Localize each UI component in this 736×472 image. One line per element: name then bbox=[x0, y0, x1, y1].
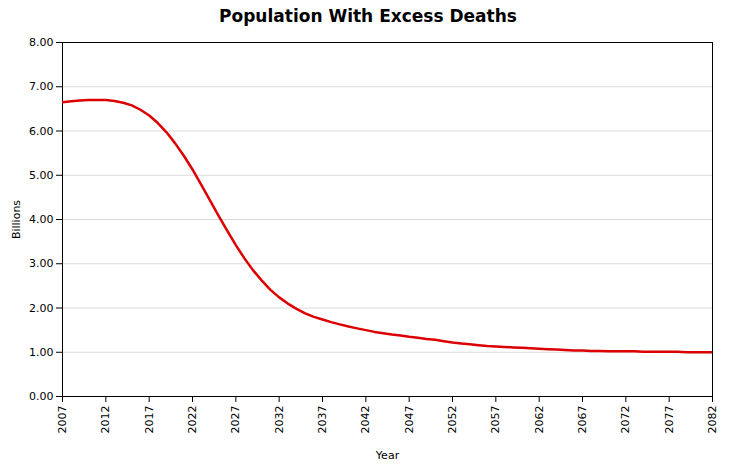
svg-text:2052: 2052 bbox=[446, 406, 459, 434]
svg-text:Year: Year bbox=[375, 449, 400, 462]
svg-text:2077: 2077 bbox=[663, 406, 676, 434]
svg-text:3.00: 3.00 bbox=[29, 257, 54, 270]
svg-text:6.00: 6.00 bbox=[29, 125, 54, 138]
svg-text:8.00: 8.00 bbox=[29, 36, 54, 49]
svg-text:1.00: 1.00 bbox=[29, 346, 54, 359]
svg-text:4.00: 4.00 bbox=[29, 213, 54, 226]
svg-text:2057: 2057 bbox=[489, 406, 502, 434]
svg-text:2007: 2007 bbox=[56, 406, 69, 434]
html-text:Population With Excess Deaths: Population With Excess Deaths bbox=[219, 6, 517, 26]
svg-text:2012: 2012 bbox=[99, 406, 112, 434]
svg-text:2047: 2047 bbox=[403, 406, 416, 434]
svg-text:5.00: 5.00 bbox=[29, 169, 54, 182]
svg-text:0.00: 0.00 bbox=[29, 390, 54, 403]
svg-text:7.00: 7.00 bbox=[29, 80, 54, 93]
svg-text:2067: 2067 bbox=[576, 406, 589, 434]
svg-text:2017: 2017 bbox=[143, 406, 156, 434]
svg-text:Billions: Billions bbox=[10, 200, 23, 239]
svg-text:2042: 2042 bbox=[359, 406, 372, 434]
svg-text:2082: 2082 bbox=[706, 406, 719, 434]
svg-text:2072: 2072 bbox=[619, 406, 632, 434]
svg-text:2037: 2037 bbox=[316, 406, 329, 434]
svg-text:2027: 2027 bbox=[229, 406, 242, 434]
svg-text:2.00: 2.00 bbox=[29, 302, 54, 315]
svg-text:2032: 2032 bbox=[273, 406, 286, 434]
svg-text:2062: 2062 bbox=[533, 406, 546, 434]
svg-text:2022: 2022 bbox=[186, 406, 199, 434]
